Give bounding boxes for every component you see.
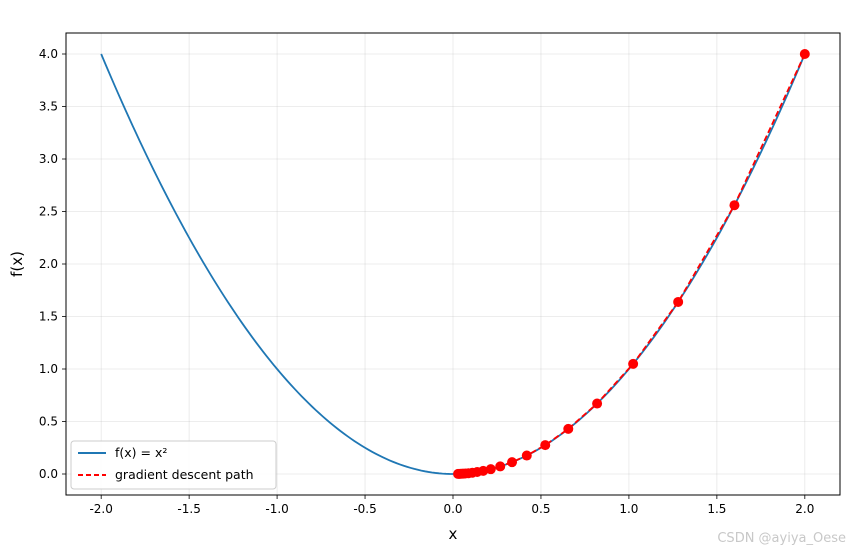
gradient-descent-point <box>628 358 639 369</box>
x-tick-label: -0.5 <box>353 502 376 516</box>
y-tick-label: 3.0 <box>39 152 58 166</box>
y-tick-label: 0.5 <box>39 415 58 429</box>
legend-label-series-0: f(x) = x² <box>115 445 167 460</box>
y-tick-label: 4.0 <box>39 47 58 61</box>
x-tick-label: 0.5 <box>531 502 550 516</box>
gradient-descent-point <box>521 450 532 461</box>
x-tick-label: -1.0 <box>265 502 288 516</box>
gradient-descent-point <box>673 296 684 307</box>
legend: f(x) = x² gradient descent path <box>70 440 277 490</box>
y-tick-label: 1.5 <box>39 310 58 324</box>
gradient-descent-point <box>495 461 506 472</box>
gradient-descent-point <box>453 468 464 479</box>
y-tick-label: 2.5 <box>39 205 58 219</box>
y-tick-label: 0.0 <box>39 467 58 481</box>
y-tick-label: 2.0 <box>39 257 58 271</box>
legend-label-series-1: gradient descent path <box>115 467 254 482</box>
x-tick-label: 1.5 <box>707 502 726 516</box>
x-tick-label: 1.0 <box>619 502 638 516</box>
plot-area <box>100 49 810 479</box>
y-tick-label: 1.0 <box>39 362 58 376</box>
y-axis-ticks: 0.0 0.5 1.0 1.5 2.0 2.5 3.0 3.5 4.0 <box>39 47 66 481</box>
x-tick-label: -1.5 <box>177 502 200 516</box>
legend-box <box>70 440 277 490</box>
x-tick-label: -2.0 <box>89 502 112 516</box>
y-tick-label: 3.5 <box>39 100 58 114</box>
gradient-descent-point <box>507 457 518 468</box>
x-tick-label: 2.0 <box>795 502 814 516</box>
gradient-descent-point <box>799 49 810 59</box>
gradient-descent-point <box>540 440 551 451</box>
gradient-descent-point <box>592 398 603 409</box>
gradient-descent-point <box>563 423 574 434</box>
y-axis-label: f(x) <box>8 251 26 277</box>
gradient-descent-point <box>729 200 740 211</box>
watermark: CSDN @ayiya_Oese <box>717 531 846 546</box>
x-tick-label: 0.0 <box>443 502 462 516</box>
x-axis-label: x <box>449 525 458 543</box>
gradient-descent-point <box>485 464 496 475</box>
x-axis-ticks: -2.0 -1.5 -1.0 -0.5 0.0 0.5 1.0 1.5 2.0 <box>89 495 814 516</box>
